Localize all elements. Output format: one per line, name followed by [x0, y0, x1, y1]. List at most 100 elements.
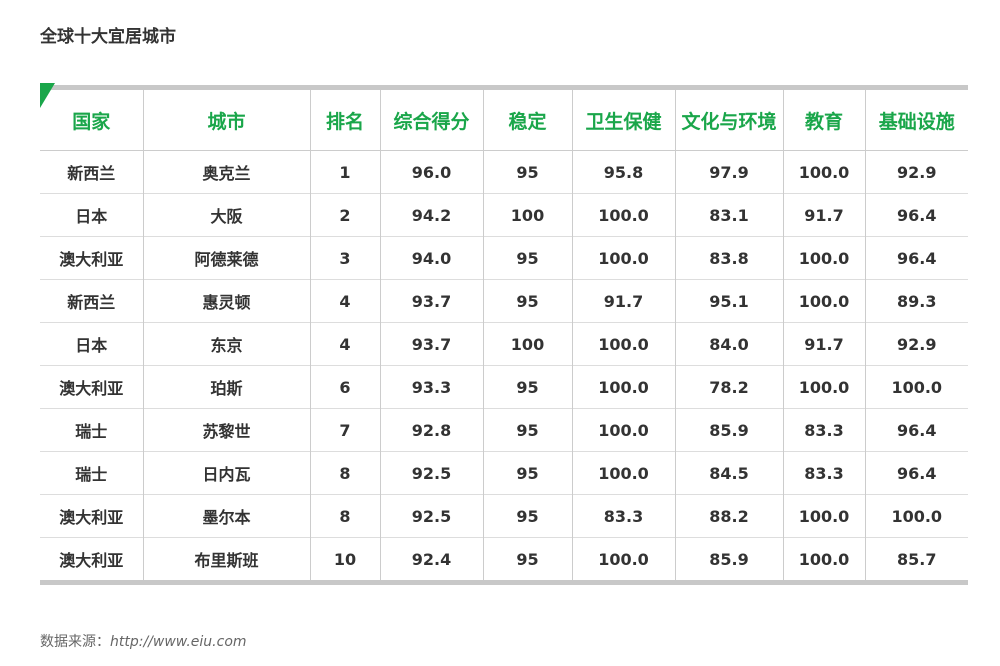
table-cell: 澳大利亚: [40, 236, 143, 280]
table-cell: 100.0: [782, 236, 865, 280]
table-cell: 95: [482, 365, 572, 409]
table-cell: 91.7: [782, 193, 865, 237]
table-cell: 10: [309, 537, 380, 580]
table-cell: 95.8: [571, 150, 675, 194]
table-row: 日本 东京 4 93.7 100 100.0 84.0 91.7 92.9: [40, 322, 968, 366]
table-cell: 东京: [142, 322, 310, 366]
table-cell: 96.4: [864, 408, 968, 452]
table-cell: 92.4: [379, 537, 483, 580]
table-cell: 100.0: [864, 365, 968, 409]
table-cell: 95: [482, 279, 572, 323]
table-cell: 100.0: [571, 408, 675, 452]
source-url: http://www.eiu.com: [110, 634, 247, 650]
table-cell: 3: [309, 236, 380, 280]
table-cell: 83.3: [782, 408, 865, 452]
table-cell: 92.9: [864, 322, 968, 366]
table-cell: 95: [482, 494, 572, 538]
table-cell: 100.0: [571, 537, 675, 580]
table-cell: 8: [309, 494, 380, 538]
table-cell: 100: [482, 322, 572, 366]
table-cell: 惠灵顿: [142, 279, 310, 323]
table-cell: 100.0: [571, 322, 675, 366]
table-body: 新西兰 奥克兰 1 96.0 95 95.8 97.9 100.0 92.9 日本 大阪 2 94.2 1…: [40, 150, 968, 580]
table-cell: 95: [482, 451, 572, 495]
header-cell: 基础设施: [864, 90, 968, 151]
table-row: 澳大利亚 阿德莱德 3 94.0 95 100.0 83.8 100.0 96.4: [40, 236, 968, 280]
table-row: 澳大利亚 布里斯班 10 92.4 95 100.0 85.9 100.0 85.7: [40, 537, 968, 580]
table-cell: 100.0: [571, 365, 675, 409]
title: 全球十大宜居城市: [40, 27, 176, 47]
table-cell: 84.5: [674, 451, 783, 495]
source: 数据来源：http://www.eiu.com: [40, 631, 247, 651]
header-cell: 卫生保健: [571, 90, 675, 151]
header-row: 国家 城市 排名 综合得分 稳定 卫生保健 文化与环境 教育 基础设施: [40, 90, 968, 151]
table-cell: 89.3: [864, 279, 968, 323]
table-cell: 91.7: [571, 279, 675, 323]
table-cell: 新西兰: [40, 279, 143, 323]
table: 国家 城市 排名 综合得分 稳定 卫生保健 文化与环境 教育 基础设施 新西兰 奥克兰 1 96.0 9…: [40, 90, 968, 580]
table-cell: 2: [309, 193, 380, 237]
table-cell: 布里斯班: [142, 537, 310, 580]
table-cell: 83.8: [674, 236, 783, 280]
table-cell: 1: [309, 150, 380, 194]
table-cell: 日本: [40, 193, 143, 237]
table-row: 瑞士 日内瓦 8 92.5 95 100.0 84.5 83.3 96.4: [40, 451, 968, 495]
table-cell: 100.0: [782, 365, 865, 409]
table-cell: 澳大利亚: [40, 365, 143, 409]
table-cell: 83.3: [782, 451, 865, 495]
header-cell: 城市: [142, 90, 310, 151]
table-cell: 大阪: [142, 193, 310, 237]
table-cell: 95: [482, 537, 572, 580]
table-cell: 78.2: [674, 365, 783, 409]
table-cell: 85.9: [674, 408, 783, 452]
table-cell: 墨尔本: [142, 494, 310, 538]
table-cell: 瑞士: [40, 408, 143, 452]
table-cell: 阿德莱德: [142, 236, 310, 280]
table-cell: 92.5: [379, 494, 483, 538]
table-cell: 100.0: [571, 451, 675, 495]
corner-marker: [40, 83, 55, 108]
table-cell: 97.9: [674, 150, 783, 194]
table-cell: 100.0: [782, 150, 865, 194]
table-cell: 珀斯: [142, 365, 310, 409]
table-cell: 93.7: [379, 322, 483, 366]
table-cell: 6: [309, 365, 380, 409]
table-cell: 澳大利亚: [40, 494, 143, 538]
table-cell: 4: [309, 322, 380, 366]
table-cell: 新西兰: [40, 150, 143, 194]
table-cell: 100.0: [782, 494, 865, 538]
table-cell: 95: [482, 236, 572, 280]
table-cell: 96.4: [864, 193, 968, 237]
table-cell: 93.7: [379, 279, 483, 323]
table-cell: 日内瓦: [142, 451, 310, 495]
table-cell: 96.4: [864, 451, 968, 495]
table-cell: 88.2: [674, 494, 783, 538]
header-cell: 文化与环境: [674, 90, 783, 151]
table-cell: 100.0: [571, 236, 675, 280]
table-cell: 85.7: [864, 537, 968, 580]
table-cell: 92.8: [379, 408, 483, 452]
table-cell: 94.0: [379, 236, 483, 280]
header-cell: 排名: [309, 90, 380, 151]
table-cell: 92.9: [864, 150, 968, 194]
table-cell: 93.3: [379, 365, 483, 409]
table-cell: 瑞士: [40, 451, 143, 495]
table-row: 新西兰 奥克兰 1 96.0 95 95.8 97.9 100.0 92.9: [40, 150, 968, 194]
table-cell: 100: [482, 193, 572, 237]
header-cell: 国家: [40, 90, 143, 151]
header-cell: 综合得分: [379, 90, 483, 151]
table-row: 澳大利亚 墨尔本 8 92.5 95 83.3 88.2 100.0 100.0: [40, 494, 968, 538]
table-cell: 95.1: [674, 279, 783, 323]
table-row: 瑞士 苏黎世 7 92.8 95 100.0 85.9 83.3 96.4: [40, 408, 968, 452]
table-cell: 83.3: [571, 494, 675, 538]
source-label: 数据来源：: [40, 634, 110, 650]
table-cell: 100.0: [571, 193, 675, 237]
header-cell: 稳定: [482, 90, 572, 151]
table-cell: 8: [309, 451, 380, 495]
table-cell: 4: [309, 279, 380, 323]
table-cell: 100.0: [864, 494, 968, 538]
table-row: 日本 大阪 2 94.2 100 100.0 83.1 91.7 96.4: [40, 193, 968, 237]
table-wrap: 国家 城市 排名 综合得分 稳定 卫生保健 文化与环境 教育 基础设施 新西兰 奥克兰 1 96.0 9…: [40, 85, 968, 585]
table-cell: 96.4: [864, 236, 968, 280]
table-cell: 94.2: [379, 193, 483, 237]
